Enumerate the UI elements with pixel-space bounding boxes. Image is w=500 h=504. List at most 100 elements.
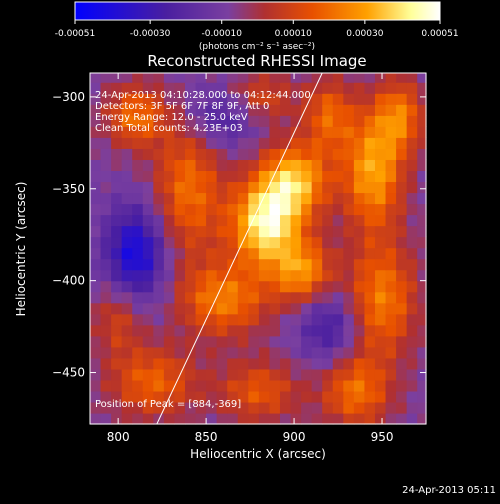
heatmap-cell xyxy=(290,148,302,160)
heatmap-cell xyxy=(279,302,292,315)
heatmap-cell xyxy=(121,236,133,249)
heatmap-cell xyxy=(216,379,228,392)
heatmap-cell xyxy=(206,313,218,326)
heatmap-cell xyxy=(322,73,334,83)
heatmap-cell xyxy=(90,313,102,326)
heatmap-cell xyxy=(90,280,102,293)
heatmap-cell xyxy=(269,280,281,293)
heatmap-cell xyxy=(332,346,344,359)
heatmap-cell xyxy=(417,357,427,370)
heatmap-cell xyxy=(322,247,334,260)
heatmap-cell xyxy=(111,159,123,171)
heatmap-cell xyxy=(111,192,123,205)
heatmap-cell xyxy=(332,368,344,381)
heatmap-cell xyxy=(364,368,376,381)
heatmap-cell xyxy=(374,73,387,83)
heatmap-cell xyxy=(332,159,344,171)
heatmap-cell xyxy=(406,412,418,425)
heatmap-cell xyxy=(111,137,123,149)
heatmap-cell xyxy=(279,192,292,205)
x-tick-label: 900 xyxy=(283,430,306,444)
heatmap-cell xyxy=(322,236,334,249)
heatmap-cell xyxy=(206,291,218,304)
heatmap-cell xyxy=(142,104,154,116)
heatmap-cell xyxy=(396,302,408,315)
heatmap-cell xyxy=(248,346,260,359)
heatmap-cell xyxy=(396,258,408,271)
heatmap-cell xyxy=(121,401,133,414)
heatmap-cell xyxy=(90,390,102,403)
heatmap-cell xyxy=(269,412,281,425)
heatmap-cell xyxy=(417,379,427,392)
heatmap-cell xyxy=(332,258,344,271)
heatmap-cell xyxy=(311,368,323,381)
heatmap-cell xyxy=(184,93,197,105)
heatmap-cell xyxy=(364,225,376,238)
heatmap-cell xyxy=(216,335,228,348)
heatmap-cell xyxy=(163,93,176,105)
heatmap-cell xyxy=(364,115,376,127)
heatmap-cell xyxy=(269,346,281,359)
heatmap-cell xyxy=(322,302,334,315)
heatmap-cell xyxy=(343,247,355,260)
heatmap-cell xyxy=(184,335,197,348)
heatmap-cell xyxy=(248,302,260,315)
heatmap-cell xyxy=(206,247,218,260)
heatmap-cell xyxy=(343,313,355,326)
heatmap-cell xyxy=(406,159,418,171)
heatmap-cell xyxy=(153,126,165,138)
heatmap-cell xyxy=(100,412,112,425)
heatmap-cell xyxy=(248,291,260,304)
heatmap-cell xyxy=(227,137,239,149)
heatmap-cell xyxy=(132,291,144,304)
heatmap-cell xyxy=(417,247,427,260)
annotation-clean: Clean Total counts: 4.23E+03 xyxy=(95,123,243,134)
heatmap-cell xyxy=(258,280,271,293)
heatmap-cell xyxy=(227,170,239,183)
heatmap-cell xyxy=(195,247,207,260)
heatmap-cell xyxy=(237,203,249,216)
heatmap-cell xyxy=(385,269,397,282)
heatmap-cell xyxy=(301,192,313,205)
heatmap-cell xyxy=(311,236,323,249)
heatmap-cell xyxy=(364,93,376,105)
heatmap-cell xyxy=(364,148,376,160)
heatmap-cell xyxy=(396,357,408,370)
heatmap-cell xyxy=(311,291,323,304)
heatmap-cell xyxy=(227,104,239,116)
heatmap-cell xyxy=(385,390,397,403)
heatmap-cell xyxy=(343,170,355,183)
heatmap-cell xyxy=(132,225,144,238)
heatmap-cell xyxy=(153,280,165,293)
heatmap-cell xyxy=(121,93,133,105)
colorbar-tick-label: 0.00030 xyxy=(346,29,383,39)
heatmap-cell xyxy=(396,214,408,227)
heatmap-cell xyxy=(142,247,154,260)
heatmap-cell xyxy=(227,236,239,249)
heatmap-cell xyxy=(396,192,408,205)
heatmap-cell xyxy=(417,82,427,94)
heatmap-cell xyxy=(100,236,112,249)
heatmap-cell xyxy=(290,115,302,127)
heatmap-cell xyxy=(290,247,302,260)
heatmap-cell xyxy=(227,214,239,227)
heatmap-cell xyxy=(343,93,355,105)
heatmap-cell xyxy=(132,357,144,370)
heatmap-cell xyxy=(343,379,355,392)
heatmap-cell xyxy=(132,93,144,105)
heatmap-cell xyxy=(206,269,218,282)
heatmap-cell xyxy=(258,159,271,171)
colorbar-ticks: -0.00051 -0.00030 -0.00010 0.00010 0.00030 0.… xyxy=(55,20,459,39)
heatmap-cell xyxy=(174,269,186,282)
heatmap-cell xyxy=(258,225,271,238)
heatmap-cell xyxy=(100,280,112,293)
annotation-time-range: 24-Apr-2013 04:10:28.000 to 04:12:44.000 xyxy=(95,90,311,101)
heatmap-cell xyxy=(385,181,397,194)
heatmap-cell xyxy=(195,126,207,138)
heatmap-cell xyxy=(279,280,292,293)
heatmap-cell xyxy=(216,104,228,116)
heatmap-cell xyxy=(385,247,397,260)
heatmap-cell xyxy=(343,104,355,116)
heatmap-cell xyxy=(100,73,112,83)
heatmap-cell xyxy=(163,104,176,116)
